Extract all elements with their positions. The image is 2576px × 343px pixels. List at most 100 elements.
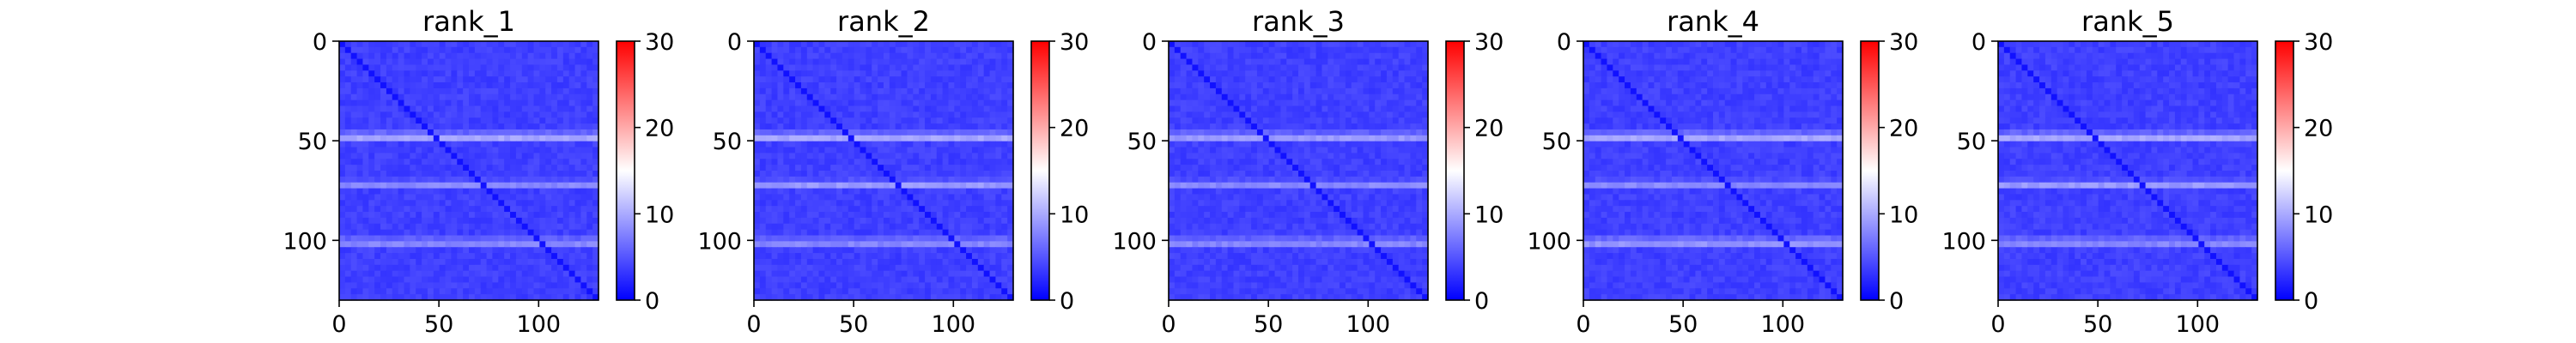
heatmap-cell — [1392, 93, 1400, 101]
heatmap-cell — [1215, 123, 1223, 130]
heatmap-cell — [510, 282, 517, 289]
heatmap-cell — [344, 70, 352, 77]
heatmap-cell — [1351, 159, 1358, 165]
heatmap-cell — [498, 276, 505, 284]
heatmap-cell — [1007, 229, 1014, 237]
heatmap-cell — [930, 264, 938, 272]
heatmap-cell — [1357, 147, 1364, 154]
heatmap-cell — [930, 76, 938, 83]
heatmap-cell — [1334, 52, 1340, 60]
heatmap-cell — [527, 200, 535, 207]
heatmap-cell — [380, 217, 387, 225]
heatmap-cell — [1210, 64, 1217, 71]
heatmap-cell — [830, 282, 837, 289]
heatmap-cell — [350, 235, 358, 242]
heatmap-cell — [521, 206, 529, 213]
heatmap-cell — [504, 153, 511, 159]
heatmap-cell — [836, 241, 843, 248]
heatmap-cell — [995, 87, 1002, 95]
heatmap-cell — [1215, 76, 1223, 83]
heatmap-cell — [521, 276, 529, 284]
heatmap-cell — [422, 206, 428, 213]
heatmap-cell — [966, 176, 973, 184]
heatmap-cell — [754, 258, 761, 266]
heatmap-cell — [913, 46, 920, 54]
heatmap-cell — [759, 117, 767, 124]
heatmap-cell — [568, 123, 576, 130]
heatmap-cell — [930, 105, 938, 112]
heatmap-cell — [983, 76, 991, 83]
heatmap-cell — [410, 76, 416, 83]
heatmap-cell — [812, 247, 820, 254]
heatmap-cell — [574, 282, 582, 289]
heatmap-cell — [451, 206, 458, 213]
heatmap-cell — [551, 99, 558, 107]
heatmap-cell — [901, 188, 908, 196]
heatmap-cell — [854, 64, 861, 71]
heatmap-cell — [936, 141, 944, 148]
heatmap-cell — [1404, 129, 1412, 136]
heatmap-cell — [422, 247, 428, 254]
heatmap-cell — [925, 70, 932, 77]
heatmap-cell — [510, 111, 517, 118]
heatmap-cell — [344, 176, 352, 184]
heatmap-cell — [592, 135, 599, 142]
heatmap-cell — [527, 247, 535, 254]
heatmap-cell — [504, 206, 511, 213]
heatmap-cell — [824, 165, 831, 172]
heatmap-cell — [433, 276, 440, 284]
heatmap-cell — [977, 276, 985, 284]
heatmap-cell — [1007, 212, 1014, 219]
heatmap-cell — [1007, 194, 1014, 201]
heatmap-cell — [995, 105, 1002, 112]
heatmap-cell — [860, 135, 867, 142]
heatmap-cell — [854, 235, 861, 242]
heatmap-cell — [919, 241, 926, 248]
heatmap-cell — [960, 270, 967, 278]
heatmap-cell — [1398, 153, 1406, 159]
heatmap-cell — [374, 270, 381, 278]
heatmap-cell — [795, 93, 802, 101]
heatmap-cell — [356, 294, 364, 301]
heatmap-cell — [521, 176, 529, 184]
heatmap-cell — [989, 93, 997, 101]
heatmap-cell — [580, 182, 587, 190]
heatmap-cell — [860, 52, 867, 60]
heatmap-cell — [754, 52, 761, 60]
heatmap-cell — [344, 247, 352, 254]
heatmap-cell — [350, 64, 358, 71]
heatmap-cell — [872, 165, 878, 172]
heatmap-cell — [457, 182, 464, 190]
heatmap-cell — [350, 70, 358, 77]
heatmap-cell — [1309, 165, 1317, 172]
heatmap-cell — [545, 147, 552, 154]
heatmap-cell — [539, 93, 546, 101]
heatmap-cell — [580, 117, 587, 124]
heatmap-cell — [1292, 46, 1299, 54]
heatmap-cell — [433, 270, 440, 278]
heatmap-cell — [983, 58, 991, 66]
heatmap-cell — [895, 58, 902, 66]
heatmap-cell — [901, 241, 908, 248]
heatmap-cell — [398, 64, 405, 71]
heatmap-cell — [1174, 76, 1182, 83]
heatmap-cell — [1174, 171, 1182, 178]
heatmap-cell — [1422, 99, 1429, 107]
heatmap-cell — [521, 82, 529, 89]
heatmap-cell — [410, 176, 416, 184]
heatmap-cell — [1321, 159, 1328, 165]
heatmap-cell — [765, 129, 773, 136]
heatmap-cell — [942, 129, 950, 136]
heatmap-cell — [515, 76, 523, 83]
heatmap-cell — [884, 105, 890, 112]
heatmap-cell — [1345, 46, 1352, 54]
heatmap-cell — [1334, 135, 1340, 142]
heatmap-cell — [930, 288, 938, 295]
heatmap-cell — [1198, 70, 1205, 77]
heatmap-cell — [948, 147, 955, 154]
heatmap-cell — [539, 212, 546, 219]
heatmap-cell — [427, 141, 434, 148]
heatmap-cell — [1186, 165, 1194, 172]
heatmap-cell — [1204, 52, 1211, 60]
heatmap-cell — [592, 105, 599, 112]
